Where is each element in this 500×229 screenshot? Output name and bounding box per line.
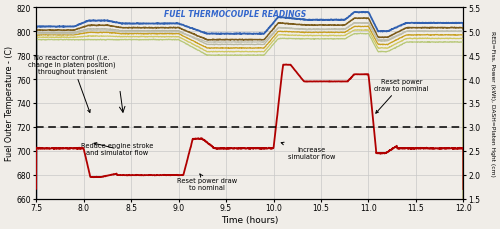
Y-axis label: RED=Fiss. Power (kWt), DASH=Platen Hght (cm): RED=Fiss. Power (kWt), DASH=Platen Hght … (490, 31, 495, 176)
Text: FUEL THERMOCOUPLE READINGS: FUEL THERMOCOUPLE READINGS (164, 10, 306, 19)
X-axis label: Time (hours): Time (hours) (221, 215, 278, 224)
Text: Reduce engine stroke
and simulator flow: Reduce engine stroke and simulator flow (80, 143, 153, 156)
Y-axis label: Fuel Outer Temperature - (C): Fuel Outer Temperature - (C) (5, 46, 14, 161)
Text: Increase
simulator flow: Increase simulator flow (281, 143, 335, 159)
Text: Reset power
draw to nominal: Reset power draw to nominal (374, 79, 429, 114)
Text: No reactor control (i.e.
change in platen position)
throughout transient: No reactor control (i.e. change in plate… (28, 54, 116, 113)
Text: Reset power draw
to nominal: Reset power draw to nominal (177, 174, 237, 190)
